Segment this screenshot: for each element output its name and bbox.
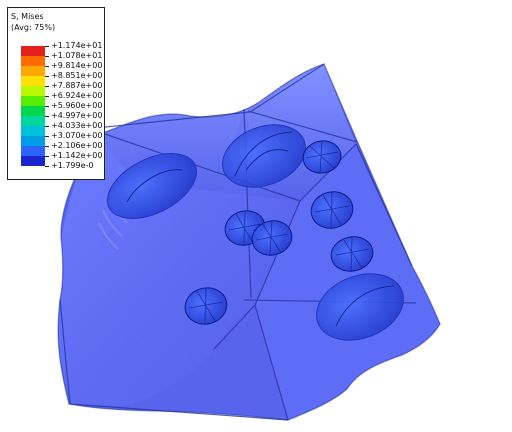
legend-band-7 (21, 106, 45, 116)
legend-label-12: +1.142e+00 (51, 151, 103, 160)
inclusion-lower-left (184, 287, 228, 325)
legend-scale: +1.174e+01 +1.078e+01 +9.814e+00 +8.851e… (21, 42, 102, 174)
legend-label-7: +5.960e+00 (51, 101, 103, 110)
legend-tick-1 (45, 46, 49, 47)
legend-label-11: +2.106e+00 (51, 141, 103, 150)
legend-band-6 (21, 96, 45, 106)
legend-band-10 (21, 136, 45, 146)
legend-tick-6 (45, 96, 49, 97)
legend-band-9 (21, 126, 45, 136)
legend-tick-9 (45, 126, 49, 127)
legend-tick-13 (45, 166, 49, 167)
legend-tick-11 (45, 146, 49, 147)
holes-layer (107, 124, 404, 341)
legend-tick-5 (45, 86, 49, 87)
legend-label-1: +1.174e+01 (51, 41, 103, 50)
legend-label-6: +6.924e+00 (51, 91, 103, 100)
legend-tick-10 (45, 136, 49, 137)
inclusion-right (330, 236, 374, 272)
legend-panel: S, Mises (Avg: 75%) (7, 7, 105, 180)
legend-label-8: +4.997e+00 (51, 111, 103, 120)
legend-band-11 (21, 146, 45, 156)
legend-band-5 (21, 86, 45, 96)
legend-label-2: +1.078e+01 (51, 51, 103, 60)
inclusion-lower-right (316, 273, 404, 341)
legend-label-3: +9.814e+00 (51, 61, 103, 70)
legend-title-line-2: (Avg: 75%) (11, 23, 56, 32)
legend-tick-12 (45, 156, 49, 157)
outer-outline (57, 63, 441, 421)
legend-tick-2 (45, 56, 49, 57)
legend-tick-7 (45, 106, 49, 107)
legend-band-12 (21, 156, 45, 166)
legend-band-2 (21, 56, 45, 66)
legend-label-10: +3.070e+00 (51, 131, 103, 140)
legend-label-13: +1.799e-0 (51, 161, 94, 170)
inclusion-mid-right (310, 191, 354, 229)
inner-face (69, 109, 288, 420)
inclusion-center-2 (251, 220, 293, 256)
legend-label-9: +4.033e+00 (51, 121, 103, 130)
legend-band-1 (21, 46, 45, 56)
legend-tick-3 (45, 66, 49, 67)
legend-tick-8 (45, 116, 49, 117)
legend-band-3 (21, 66, 45, 76)
legend-band-8 (21, 116, 45, 126)
legend-band-4 (21, 76, 45, 86)
legend-tick-4 (45, 76, 49, 77)
legend-label-4: +8.851e+00 (51, 71, 103, 80)
legend-title-line-1: S, Mises (11, 12, 44, 21)
legend-label-5: +7.887e+00 (51, 81, 103, 90)
inclusion-top-left (107, 153, 197, 219)
inclusion-top-center (222, 124, 306, 188)
inclusion-top-right (302, 140, 342, 174)
